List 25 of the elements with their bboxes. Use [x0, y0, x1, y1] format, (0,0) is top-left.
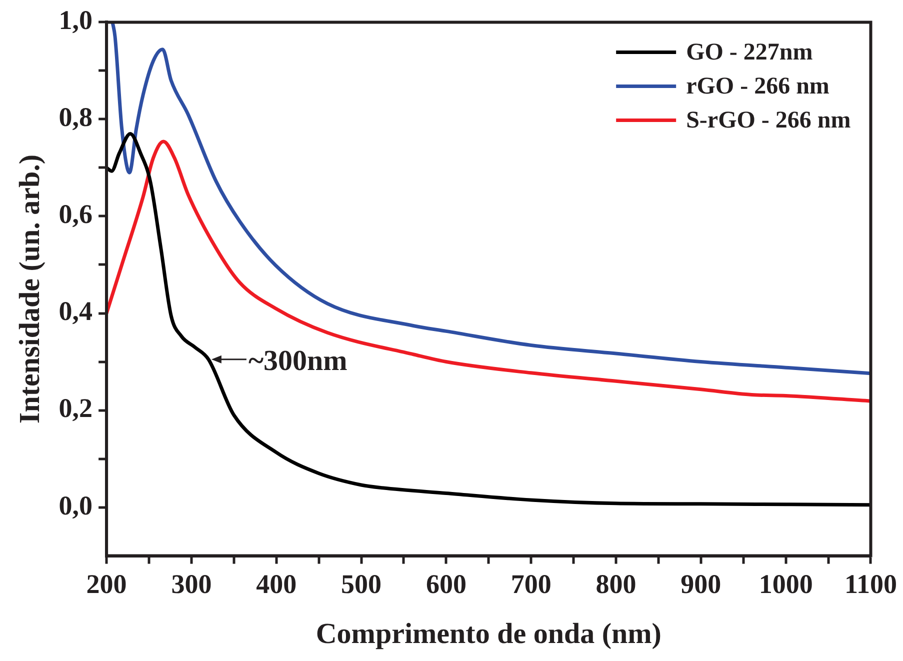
y-tick-label: 0,8	[58, 102, 93, 132]
y-tick-label: 1,0	[58, 5, 93, 36]
x-tick-label: 1000	[758, 568, 813, 599]
x-tick-label: 800	[596, 568, 636, 599]
x-tick-label: 900	[680, 568, 722, 599]
x-tick-label: 400	[256, 568, 297, 599]
x-axis-title: Comprimento de onda (nm)	[316, 618, 662, 650]
y-tick-label: 0,6	[58, 199, 93, 230]
x-tick-label: 300	[171, 568, 212, 599]
legend-label: GO - 227nm	[686, 39, 813, 66]
x-tick-label: 600	[426, 568, 466, 599]
line-series	[106, 132, 871, 507]
x-tick-label: 1100	[844, 568, 898, 599]
y-tick-label: 0,0	[58, 490, 93, 520]
annotation: ~300nm	[248, 344, 348, 377]
x-tick-label: 700	[510, 568, 552, 599]
line-series	[110, 22, 871, 376]
y-tick-label: 0,4	[58, 296, 93, 326]
y-axis-title: Intensidade (un. arb.)	[14, 154, 46, 424]
y-tick-label: 0,2	[58, 393, 93, 424]
line-series	[106, 140, 871, 403]
x-tick-label: 500	[341, 568, 382, 599]
x-tick-label: 200	[86, 568, 127, 599]
legend-label: rGO - 266 nm	[686, 73, 830, 100]
legend-label: S-rGO - 266 nm	[686, 107, 851, 134]
